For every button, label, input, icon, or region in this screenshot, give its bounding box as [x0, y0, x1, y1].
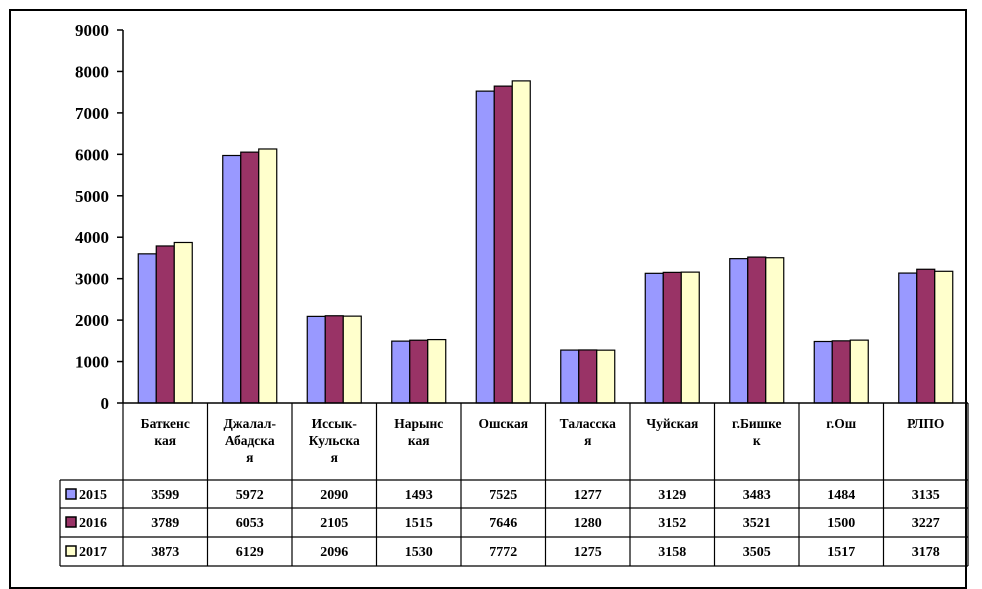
y-tick-label: 9000: [75, 21, 109, 40]
bar-2016-7: [747, 256, 767, 404]
data-label: 2105: [320, 516, 348, 531]
data-label: 3521: [743, 516, 771, 531]
data-label: 1515: [405, 516, 433, 531]
legend-label: 2015: [79, 488, 107, 503]
bar-2015-2: [306, 315, 326, 404]
y-tick-label: 6000: [75, 145, 109, 164]
bar-2015-5: [560, 349, 580, 404]
x-category-label: Таласска: [560, 416, 616, 431]
bar-2016-2: [324, 315, 344, 404]
y-tick-label: 5000: [75, 187, 109, 206]
data-label: 2090: [320, 488, 348, 503]
data-label: 7646: [489, 516, 517, 531]
data-label: 2096: [320, 545, 348, 560]
bar-2016-3: [409, 339, 429, 404]
data-label: 7772: [489, 545, 517, 560]
bar-2017-5: [596, 349, 616, 404]
data-label: 3789: [151, 516, 179, 531]
x-category-label: Абадска: [225, 433, 275, 448]
y-tick-label: 2000: [75, 311, 109, 330]
bar-2017-8: [849, 339, 869, 404]
x-category-label: Чуйская: [646, 416, 698, 431]
bar-2017-1: [258, 148, 278, 404]
x-category-label: г.Ош: [826, 416, 856, 431]
x-category-label: я: [331, 450, 338, 465]
y-tick-label: 8000: [75, 62, 109, 81]
bar-2016-0: [155, 245, 175, 404]
x-category-label: кая: [408, 433, 430, 448]
data-label: 1517: [827, 545, 855, 560]
bar-2015-8: [813, 340, 833, 404]
data-label: 3873: [151, 545, 179, 560]
legend-key-2017: [65, 545, 77, 557]
bar-2017-9: [934, 270, 954, 404]
bar-2016-4: [493, 85, 513, 404]
bar-2017-3: [427, 338, 447, 404]
x-category-label: я: [246, 450, 253, 465]
y-tick-label: 7000: [75, 104, 109, 123]
data-label: 5972: [236, 488, 264, 503]
bar-2016-6: [662, 271, 682, 404]
bar-2015-0: [137, 253, 157, 404]
bar-2017-4: [511, 80, 531, 404]
data-label: 7525: [489, 488, 517, 503]
data-label: 1500: [827, 516, 855, 531]
bar-2017-2: [342, 315, 362, 404]
bar-2015-4: [475, 90, 495, 404]
x-category-label: Баткенс: [141, 416, 190, 431]
bar-2016-5: [578, 349, 598, 404]
bar-2017-7: [765, 257, 785, 404]
x-category-label: г.Бишке: [732, 416, 782, 431]
x-category-label: я: [584, 433, 591, 448]
legend-key-2015: [65, 488, 77, 500]
bar-2015-9: [898, 272, 918, 404]
bar-2015-1: [222, 154, 242, 404]
x-category-label: Кульска: [309, 433, 360, 448]
data-label: 6129: [236, 545, 264, 560]
bar-2017-6: [680, 271, 700, 404]
data-label: 1277: [574, 488, 602, 503]
legend-label: 2016: [79, 516, 107, 531]
x-category-label: Иссык-: [312, 416, 357, 431]
data-label: 1484: [827, 488, 855, 503]
data-label: 1493: [405, 488, 433, 503]
data-label: 3483: [743, 488, 771, 503]
x-category-label: Джалал-: [224, 416, 276, 431]
x-category-label: к: [753, 433, 761, 448]
bar-2016-1: [240, 151, 260, 404]
y-tick-label: 3000: [75, 270, 109, 289]
x-category-label: кая: [154, 433, 176, 448]
data-label: 1280: [574, 516, 602, 531]
data-label: 1275: [574, 545, 602, 560]
data-label: 3178: [912, 545, 940, 560]
data-label: 3505: [743, 545, 771, 560]
data-label: 1530: [405, 545, 433, 560]
data-label: 3599: [151, 488, 179, 503]
x-category-label: Нарынс: [394, 416, 443, 431]
bar-2015-6: [644, 272, 664, 404]
x-category-label: Ошская: [478, 416, 528, 431]
bar-chart: 0 1000 2000 3000 4000 5000 6000 7000 8000 9000 Бат…: [59, 21, 969, 567]
data-label: 3227: [912, 516, 940, 531]
data-label: 3158: [658, 545, 686, 560]
bar-2017-0: [173, 241, 193, 404]
y-tick-label: 1000: [75, 353, 109, 372]
y-tick-label: 0: [101, 394, 110, 413]
bar-2016-9: [916, 268, 936, 404]
bar-2015-3: [391, 340, 411, 404]
data-label: 6053: [236, 516, 264, 531]
bar-2016-8: [831, 340, 851, 404]
legend-key-2016: [65, 516, 77, 528]
data-label: 3135: [912, 488, 940, 503]
x-category-label: РЛПО: [907, 416, 944, 431]
y-tick-label: 4000: [75, 228, 109, 247]
bar-2015-7: [729, 258, 749, 404]
legend-label: 2017: [79, 545, 107, 560]
data-label: 3129: [658, 488, 686, 503]
data-label: 3152: [658, 516, 686, 531]
